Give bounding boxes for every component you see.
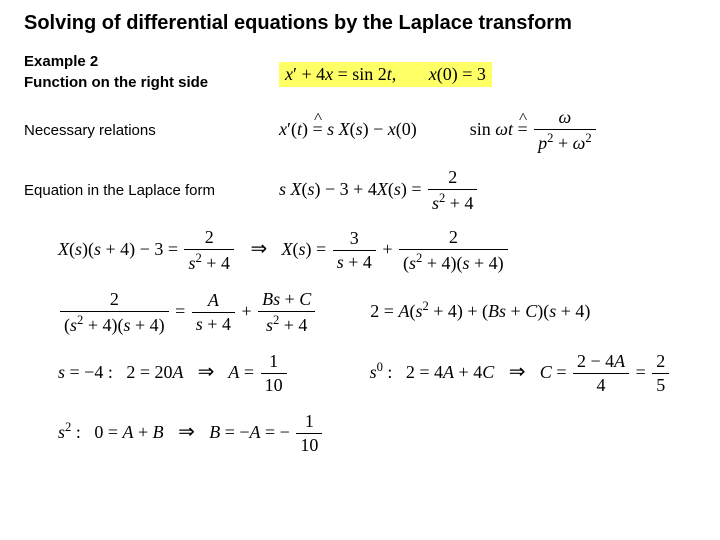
row-relations: Necessary relations x′(t) = s X(s) − x(0…: [24, 107, 696, 155]
label-relations: Necessary relations: [24, 122, 279, 139]
eq-relations: x′(t) = s X(s) − x(0) sin ωt = ω p2 + ω2: [279, 107, 598, 155]
eq-step1: X(s)(s + 4) − 3 = 2 s2 + 4 ⇒ X(s) = 3 s …: [58, 227, 696, 275]
label-example: Example 2: [24, 53, 279, 70]
eq-laplace: s X(s) − 3 + 4X(s) = 2 s2 + 4: [279, 167, 479, 215]
row-example: Example 2 Function on the right side x′ …: [24, 53, 696, 95]
eq-partial-fraction: 2 (s2 + 4)(s + 4) = A s + 4 + Bs + C s2 …: [58, 289, 696, 337]
label-func-side: Function on the right side: [24, 74, 279, 91]
eq-ode: x′ + 4x = sin 2t, x(0) = 3: [279, 62, 492, 87]
row-laplace: Equation in the Laplace form s X(s) − 3 …: [24, 167, 696, 215]
label-laplace: Equation in the Laplace form: [24, 182, 279, 199]
eq-coef-a-c: s = −4 : 2 = 20A ⇒ A = 110 s0 : 2 = 4A +…: [58, 351, 696, 397]
eq-coef-b: s2 : 0 = A + B ⇒ B = −A = − 110: [58, 411, 696, 457]
page-title: Solving of differential equations by the…: [24, 12, 696, 35]
